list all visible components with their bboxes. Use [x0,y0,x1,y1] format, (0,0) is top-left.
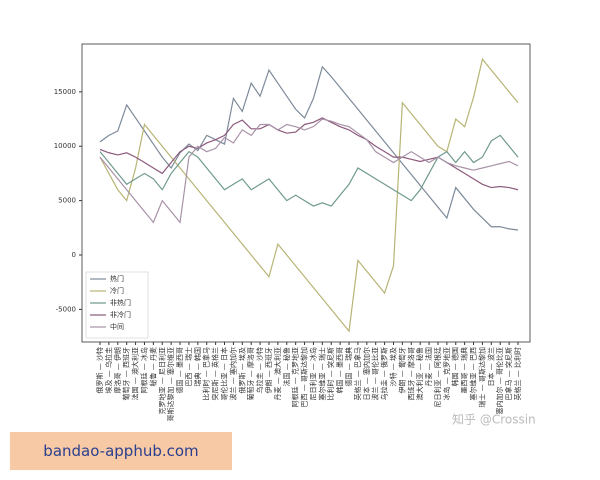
legend-label: 非热门 [110,298,131,307]
x-tick-label: 葡萄牙 — 摩洛哥 [246,347,255,400]
series-line [99,57,519,333]
x-tick-label: 突尼斯 — 英格兰 [211,347,220,400]
x-tick-label: 乌拉圭 — 沙特 [255,347,264,393]
x-tick-label: 英格兰 — 巴拿马 [353,347,362,400]
x-tick-label: 比利时 — 突尼斯 [326,347,335,400]
legend-label: 热门 [110,274,124,283]
legend-label: 中间 [110,322,124,331]
legend-label: 非冷门 [110,310,131,319]
x-tick-label: 法国 — 秘鲁 [282,347,291,386]
y-tick-label: 0 [72,251,76,259]
x-tick-label: 法国 — 澳大利亚 [131,347,140,400]
x-tick-label: 阿根廷 — 冰岛 [139,347,148,393]
x-tick-label: 塞内加尔 — 哥伦比亚 [495,347,504,414]
x-tick-label: 英格兰 — 比利时 [513,347,522,400]
x-tick-label: 巴拿马 — 突尼斯 [504,347,513,400]
x-tick-label: 韩国 — 德国 [451,347,460,386]
x-tick-label: 丹麦 — 澳大利亚 [273,347,282,400]
watermark: 知乎 @Crossin [452,413,536,427]
x-tick-label: 尼日利亚 — 阿根廷 [433,347,442,407]
x-tick-label: 日本 — 波兰 [486,347,495,386]
x-tick-label: 韩国 — 墨西哥 [335,347,344,393]
series-line [99,118,519,224]
x-tick-label: 俄罗斯 — 沙特 [95,347,104,393]
x-tick-label: 埃及 — 乌拉圭 [104,347,113,393]
y-tick-label: 15000 [54,88,76,96]
legend-label: 冷门 [110,286,124,295]
x-tick-label: 澳大利亚 — 秘鲁 [415,347,424,400]
x-tick-label: 瑞典 — 韩国 [193,347,202,386]
y-tick-label: -5000 [56,305,76,313]
x-tick-label: 哥伦比亚 — 日本 [220,347,229,400]
x-tick-label: 俄罗斯 — 埃及 [237,347,246,393]
x-tick-label: 葡萄牙 — 西班牙 [122,347,131,400]
x-tick-label: 哥斯达黎加 — 塞尔维亚 [166,347,175,421]
x-tick-label: 德国 — 墨西哥 [175,347,184,393]
x-tick-label: 阿根廷 — 克罗地亚 [291,347,300,407]
axes-frame [81,43,531,343]
series-line [99,65,519,231]
x-tick-label: 墨西哥 — 瑞典 [460,347,469,393]
x-tick-label: 波兰 — 哥伦比亚 [371,347,380,400]
x-tick-label: 伊朗 — 葡萄牙 [397,347,406,393]
series-line [99,134,519,207]
x-tick-label: 冰岛 — 克罗地亚 [442,347,451,400]
x-tick-label: 秘鲁 — 丹麦 [148,347,157,386]
x-tick-label: 乌拉圭 — 俄罗斯 [380,347,389,400]
x-tick-label: 瑞士 — 哥斯达黎加 [477,347,486,407]
x-tick-label: 比利时 — 巴拿马 [202,347,211,400]
x-tick-label: 丹麦 — 法国 [424,347,433,386]
x-tick-label: 沙特 — 埃及 [388,347,397,386]
x-tick-label: 日本 — 塞内加尔 [362,347,371,400]
x-tick-label: 西班牙 — 摩洛哥 [406,347,415,400]
x-tick-label: 波兰 — 塞内加尔 [228,347,237,400]
x-tick-label: 克罗地亚 — 尼日利亚 [157,347,166,414]
x-tick-label: 塞尔维亚 — 瑞士 [317,347,326,400]
x-tick-label: 尼日利亚 — 冰岛 [308,347,317,400]
y-tick-label: 10000 [54,142,76,150]
x-tick-label: 摩洛哥 — 伊朗 [113,347,122,393]
x-tick-label: 塞尔维亚 — 巴西 [469,347,478,400]
footer-banner: bandao-apphub.com [10,432,232,470]
x-tick-label: 巴西 — 瑞士 [184,347,193,386]
x-tick-label: 德国 — 瑞典 [344,347,353,386]
x-tick-label: 巴西 — 哥斯达黎加 [300,347,309,407]
x-tick-label: 伊朗 — 西班牙 [264,347,273,393]
y-tick-label: 5000 [58,197,76,205]
